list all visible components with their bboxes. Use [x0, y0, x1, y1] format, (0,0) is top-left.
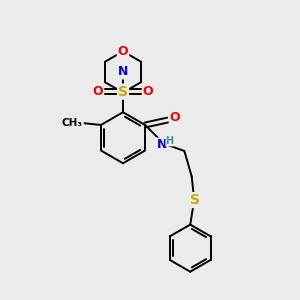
Text: N: N: [118, 65, 128, 79]
Text: S: S: [190, 193, 200, 207]
Text: H: H: [166, 136, 174, 146]
Text: N: N: [157, 138, 167, 151]
Text: O: O: [143, 85, 153, 98]
Text: O: O: [93, 85, 103, 98]
Text: CH₃: CH₃: [62, 118, 83, 128]
Text: O: O: [170, 111, 180, 124]
Text: S: S: [118, 85, 128, 99]
Text: O: O: [118, 45, 128, 58]
